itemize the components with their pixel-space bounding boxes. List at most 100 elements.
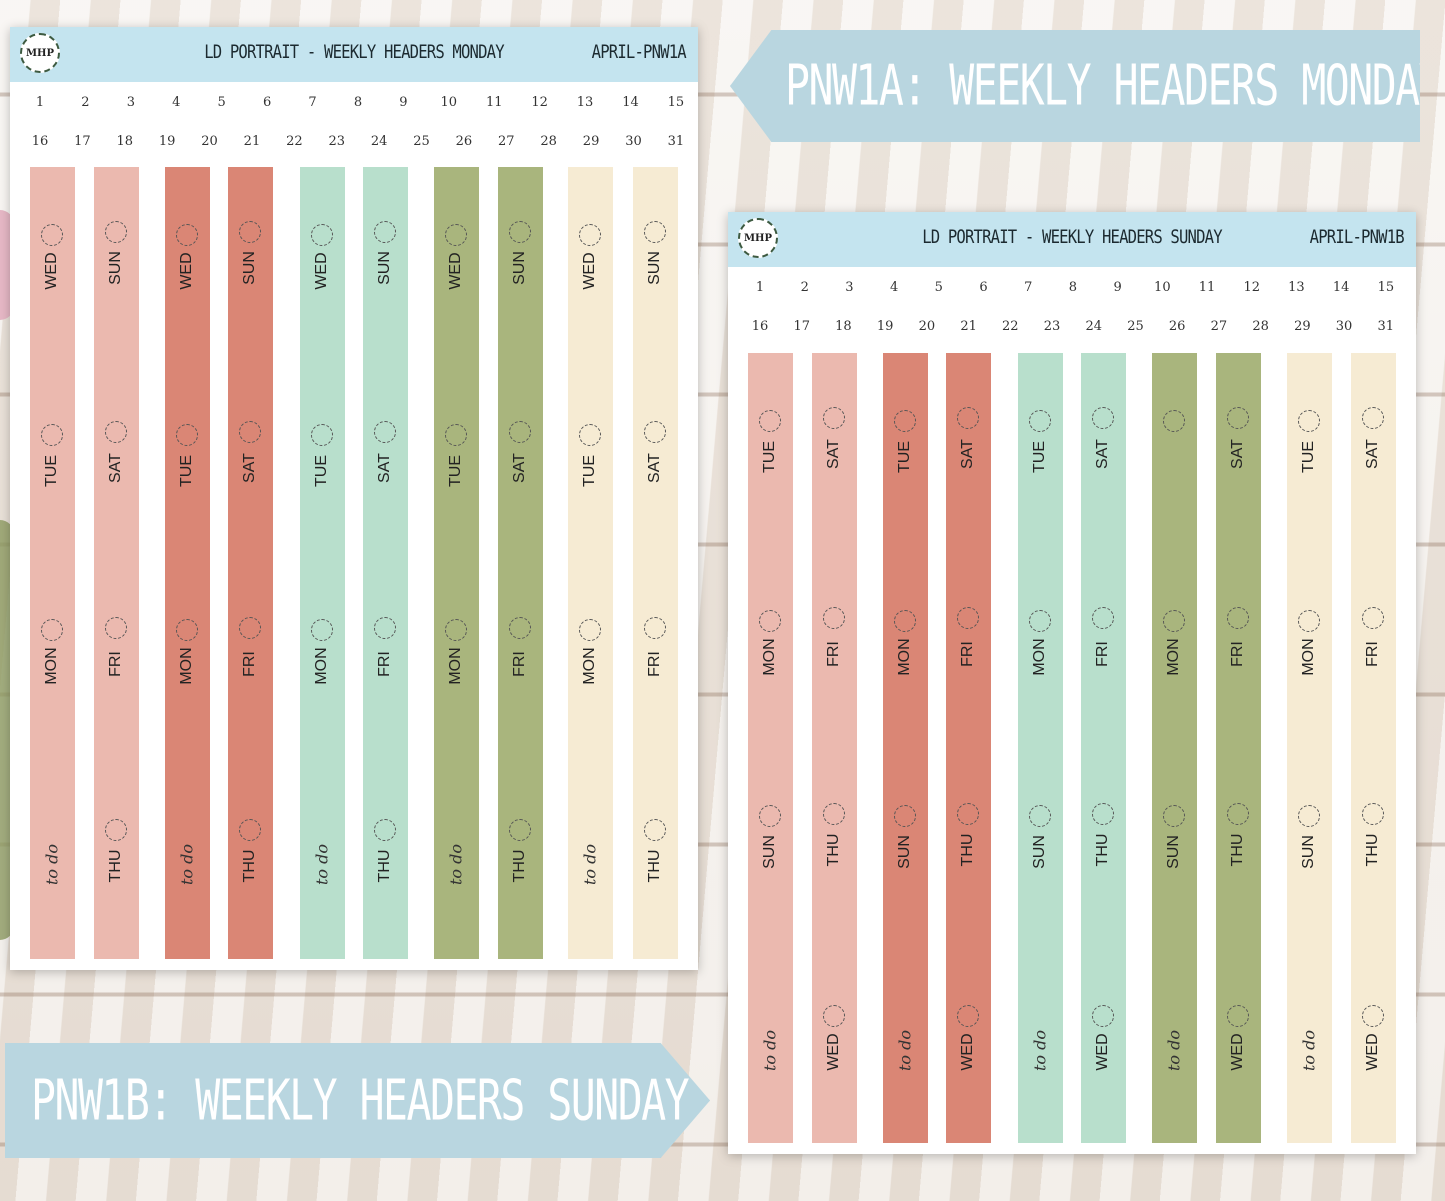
date-number: 28: [1252, 319, 1269, 334]
date-circle-icon: [41, 424, 63, 446]
day-slot: MON: [30, 619, 75, 739]
day-slot: MON: [883, 610, 928, 730]
day-slot: TUE: [1287, 410, 1332, 530]
date-number: 21: [960, 319, 977, 334]
banner-pnw1a: PNW1A: WEEKLY HEADERS MONDAY: [730, 30, 1420, 142]
date-circle-icon: [1362, 607, 1384, 629]
header-strip[interactable]: WED TUE MON to do: [568, 167, 613, 959]
day-label: SAT: [646, 453, 663, 483]
sheet-header: MHP LD PORTRAIT - WEEKLY HEADERS SUNDAY …: [728, 212, 1416, 267]
header-strip[interactable]: TUE MON SUN to do: [748, 353, 793, 1143]
header-strip[interactable]: TUE MON SUN to do: [1287, 353, 1332, 1143]
day-label: MON: [896, 638, 913, 676]
date-number: 6: [262, 95, 272, 110]
banner-title: PNW1A: WEEKLY HEADERS MONDAY: [785, 53, 1443, 119]
header-strip[interactable]: SUN SAT FRI THU: [94, 167, 139, 959]
date-number: 29: [582, 134, 600, 149]
day-label: THU: [1229, 833, 1246, 867]
day-slot: THU: [94, 819, 139, 939]
header-strip[interactable]: SUN SAT FRI THU: [363, 167, 408, 959]
date-circle-icon: [957, 607, 979, 629]
header-strip[interactable]: SAT FRI THU WED: [812, 353, 857, 1143]
day-label: TUE: [313, 455, 330, 487]
day-label: SUN: [376, 251, 393, 285]
date-number: 11: [485, 95, 503, 110]
header-strip[interactable]: SAT FRI THU WED: [1081, 353, 1126, 1143]
day-slot: FRI: [228, 617, 273, 737]
date-circle-icon: [445, 424, 467, 446]
header-strip[interactable]: WED TUE MON to do: [30, 167, 75, 959]
date-number: 17: [74, 134, 91, 149]
day-label: SAT: [825, 439, 842, 469]
date-number: 19: [876, 319, 894, 334]
date-number: 20: [201, 134, 218, 149]
date-circle-icon: [41, 224, 63, 246]
day-label: MON: [43, 647, 60, 685]
header-strip[interactable]: SAT FRI THU WED: [1351, 353, 1396, 1143]
date-number: 9: [399, 95, 408, 110]
day-slot: SAT: [363, 421, 408, 541]
day-label: SUN: [1031, 835, 1048, 869]
date-number: 17: [793, 319, 810, 334]
date-number: 24: [370, 134, 388, 149]
day-slot: SUN: [363, 221, 408, 341]
day-label: FRI: [1364, 641, 1381, 667]
date-circle-icon: [509, 421, 531, 443]
header-strip[interactable]: TUE MON SUN to do: [883, 353, 928, 1143]
date-circle-icon: [1092, 803, 1114, 825]
date-circle-icon: [1029, 805, 1051, 827]
day-slot: to do: [1018, 1003, 1063, 1123]
day-slot: to do: [568, 817, 613, 937]
date-circle-icon: [1092, 607, 1114, 629]
date-number: 10: [440, 95, 458, 110]
date-circle-icon: [894, 610, 916, 632]
day-label: TUE: [43, 455, 60, 487]
date-number: 28: [540, 134, 557, 149]
date-number: 9: [1113, 280, 1122, 295]
date-circle-icon: [823, 803, 845, 825]
date-number: 30: [625, 134, 642, 149]
date-number: 23: [1043, 319, 1061, 334]
date-circle-icon: [374, 221, 396, 243]
date-circle-icon: [1298, 805, 1320, 827]
day-slot: WED: [300, 224, 345, 344]
date-circle-icon: [1298, 410, 1320, 432]
header-strip[interactable]: SAT FRI THU WED: [946, 353, 991, 1143]
day-label: SUN: [241, 251, 258, 285]
header-strip[interactable]: MON SUN to do: [1152, 353, 1197, 1143]
date-circle-icon: [176, 424, 198, 446]
date-circle-icon: [105, 421, 127, 443]
day-label: FRI: [107, 651, 124, 677]
date-number: 26: [1168, 319, 1186, 334]
date-circle-icon: [1362, 1005, 1384, 1027]
day-slot: FRI: [812, 607, 857, 727]
header-strip[interactable]: SUN SAT FRI THU: [633, 167, 678, 959]
date-circle-icon: [644, 221, 666, 243]
header-strip[interactable]: SAT FRI THU WED: [1216, 353, 1261, 1143]
header-strip[interactable]: WED TUE MON to do: [165, 167, 210, 959]
date-circle-icon: [105, 617, 127, 639]
date-circle-icon: [1362, 407, 1384, 429]
header-strip[interactable]: WED TUE MON to do: [434, 167, 479, 959]
date-number: 14: [1332, 280, 1350, 295]
header-strip[interactable]: TUE MON SUN to do: [1018, 353, 1063, 1143]
day-slot: SAT: [812, 407, 857, 527]
day-label: WED: [447, 252, 464, 290]
day-slot: FRI: [1081, 607, 1126, 727]
day-label: MON: [581, 647, 598, 685]
day-label: FRI: [825, 641, 842, 667]
header-strip[interactable]: WED TUE MON to do: [300, 167, 345, 959]
date-circle-icon: [239, 221, 261, 243]
day-slot: THU: [498, 819, 543, 939]
date-circle-icon: [644, 819, 666, 841]
header-strip[interactable]: SUN SAT FRI THU: [498, 167, 543, 959]
date-circle-icon: [1163, 410, 1185, 432]
date-circle-icon: [957, 1005, 979, 1027]
header-strip[interactable]: SUN SAT FRI THU: [228, 167, 273, 959]
day-label: WED: [959, 1033, 976, 1071]
date-number: 24: [1085, 319, 1103, 334]
day-slot: THU: [1216, 803, 1261, 923]
date-circle-icon: [759, 610, 781, 632]
day-slot: WED: [165, 224, 210, 344]
day-slot: WED: [568, 224, 613, 344]
